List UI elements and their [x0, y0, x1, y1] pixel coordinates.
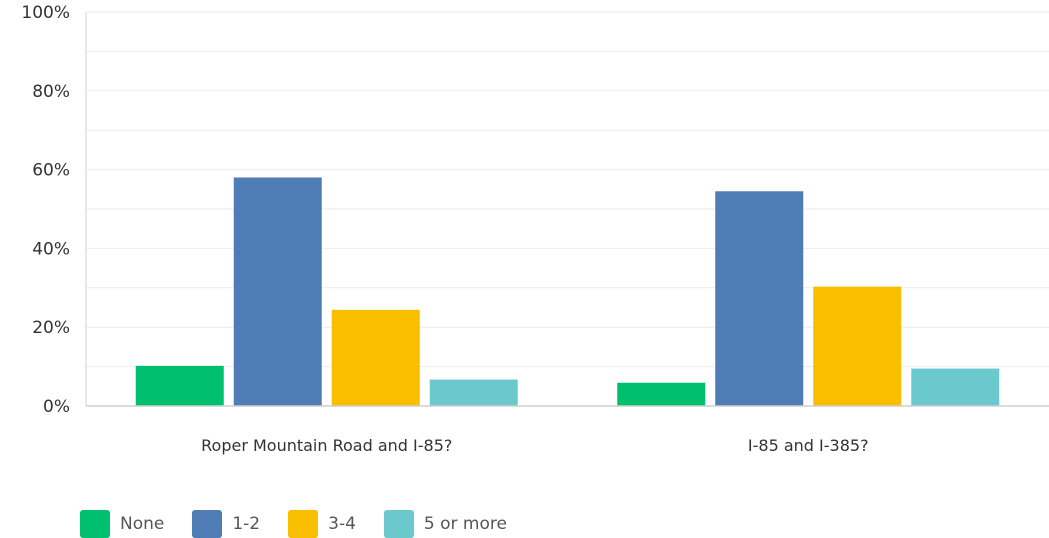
bar [332, 310, 420, 406]
y-tick-label: 60% [32, 161, 70, 181]
bar [715, 191, 803, 406]
y-tick-label: 20% [32, 318, 70, 338]
bars [136, 177, 1000, 406]
y-tick-label: 100% [21, 3, 70, 23]
x-category-label: Roper Mountain Road and I-85? [201, 436, 452, 455]
category-labels: Roper Mountain Road and I-85? I-85 and I-… [201, 436, 868, 455]
y-tick-labels: 0% 20% 40% 60% 80% 100% [21, 3, 70, 417]
legend-item: 1-2 [192, 510, 260, 538]
y-tick-label: 40% [32, 239, 70, 259]
legend-swatch [80, 510, 110, 538]
bar [430, 380, 518, 406]
legend: None 1-2 3-4 5 or more [80, 510, 535, 538]
legend-item: None [80, 510, 164, 538]
bar [136, 366, 224, 406]
bar [911, 369, 999, 406]
legend-label: 1-2 [232, 514, 260, 534]
bar [813, 287, 901, 406]
legend-label: None [120, 514, 164, 534]
legend-item: 5 or more [384, 510, 507, 538]
legend-swatch [192, 510, 222, 538]
x-category-label: I-85 and I-385? [748, 436, 869, 455]
y-tick-label: 0% [43, 397, 70, 417]
legend-swatch [288, 510, 318, 538]
bar [234, 177, 322, 406]
bar-chart: 0% 20% 40% 60% 80% 100% Roper Mountain Road a… [0, 0, 1049, 505]
gridlines [86, 12, 1049, 367]
legend-label: 5 or more [424, 514, 507, 534]
y-tick-label: 80% [32, 82, 70, 102]
legend-item: 3-4 [288, 510, 356, 538]
legend-label: 3-4 [328, 514, 356, 534]
bar [617, 383, 705, 406]
legend-swatch [384, 510, 414, 538]
